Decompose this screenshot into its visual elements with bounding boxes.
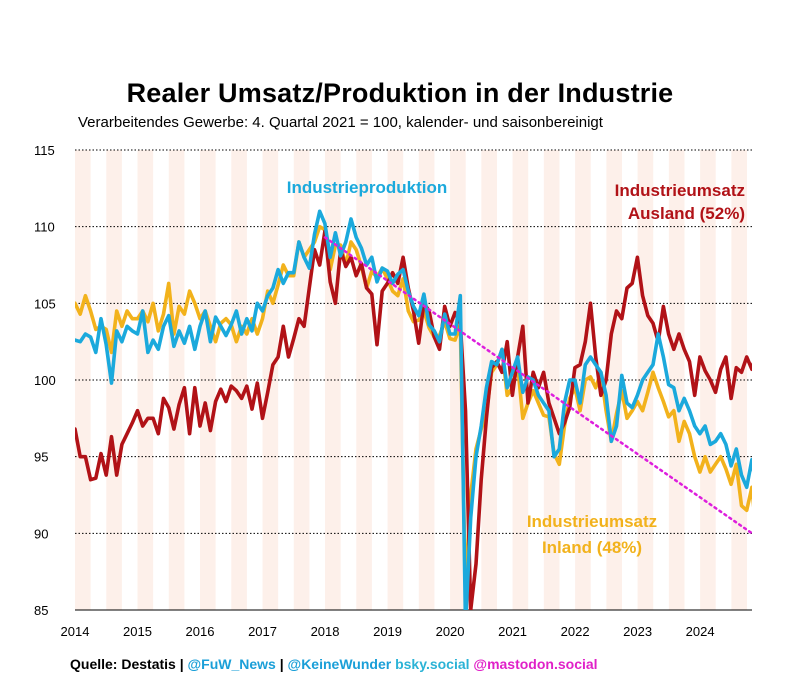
- x-tick-label: 2021: [498, 624, 527, 639]
- background-band: [200, 150, 216, 610]
- y-tick-label: 110: [34, 220, 55, 235]
- label-inland-line2: Inland (48%): [542, 538, 642, 557]
- x-tick-label: 2019: [373, 624, 402, 639]
- y-tick-label: 95: [34, 450, 48, 465]
- label-inland-line1: Industrieumsatz: [527, 512, 657, 531]
- source-bsky-link[interactable]: bsky.social: [391, 656, 474, 672]
- y-tick-label: 115: [34, 143, 55, 158]
- y-tick-label: 90: [34, 526, 48, 541]
- background-band: [637, 150, 654, 610]
- x-tick-label: 2014: [61, 624, 90, 639]
- background-band: [700, 150, 716, 610]
- x-tick-label: 2024: [686, 624, 715, 639]
- x-tick-label: 2015: [123, 624, 152, 639]
- series-line-industrieproduktion: [75, 209, 752, 610]
- y-tick-label: 85: [34, 603, 48, 618]
- chart-title: Realer Umsatz/Produktion in der Industri…: [126, 78, 674, 108]
- series-line-trendlinie: [323, 236, 752, 535]
- series-labels: Industrieproduktion Industrieumsatz Ausl…: [287, 178, 745, 557]
- x-tick-label: 2023: [623, 624, 652, 639]
- background-band: [668, 150, 685, 610]
- source-keinewunder-link[interactable]: @KeineWunder: [287, 656, 392, 672]
- background-band: [293, 150, 310, 610]
- x-tick-label: 2016: [186, 624, 215, 639]
- label-industrieproduktion: Industrieproduktion: [287, 178, 448, 197]
- y-axis-ticks: 85 90 95 100 105 110 115: [34, 143, 56, 618]
- x-tick-label: 2022: [561, 624, 590, 639]
- background-band: [231, 150, 247, 610]
- y-tick-label: 100: [34, 373, 56, 388]
- source-mastodon-link[interactable]: @mastodon.social: [473, 656, 598, 672]
- label-ausland-line2: Ausland (52%): [628, 204, 745, 223]
- y-tick-label: 105: [34, 296, 56, 311]
- background-band: [387, 150, 404, 610]
- label-ausland-line1: Industrieumsatz: [615, 181, 745, 200]
- x-axis-ticks: 2014 2015 2016 2017 2018 2019 2020 2021 2022 2023…: [61, 624, 715, 639]
- gridlines: [75, 149, 752, 611]
- background-band: [731, 150, 747, 610]
- x-tick-label: 2020: [436, 624, 465, 639]
- series-lines: [75, 209, 752, 610]
- x-tick-label: 2018: [311, 624, 340, 639]
- chart-subtitle: Verarbeitendes Gewerbe: 4. Quartal 2021 …: [78, 114, 603, 131]
- source-fuw-link[interactable]: @FuW_News: [187, 656, 276, 672]
- background-band: [418, 150, 435, 610]
- source-separator: |: [275, 656, 288, 672]
- x-tick-label: 2017: [248, 624, 277, 639]
- background-bands: [75, 150, 747, 610]
- source-line: Quelle: Destatis | @FuW_News | @KeineWun…: [70, 656, 598, 672]
- source-prefix: Quelle: Destatis |: [70, 656, 188, 672]
